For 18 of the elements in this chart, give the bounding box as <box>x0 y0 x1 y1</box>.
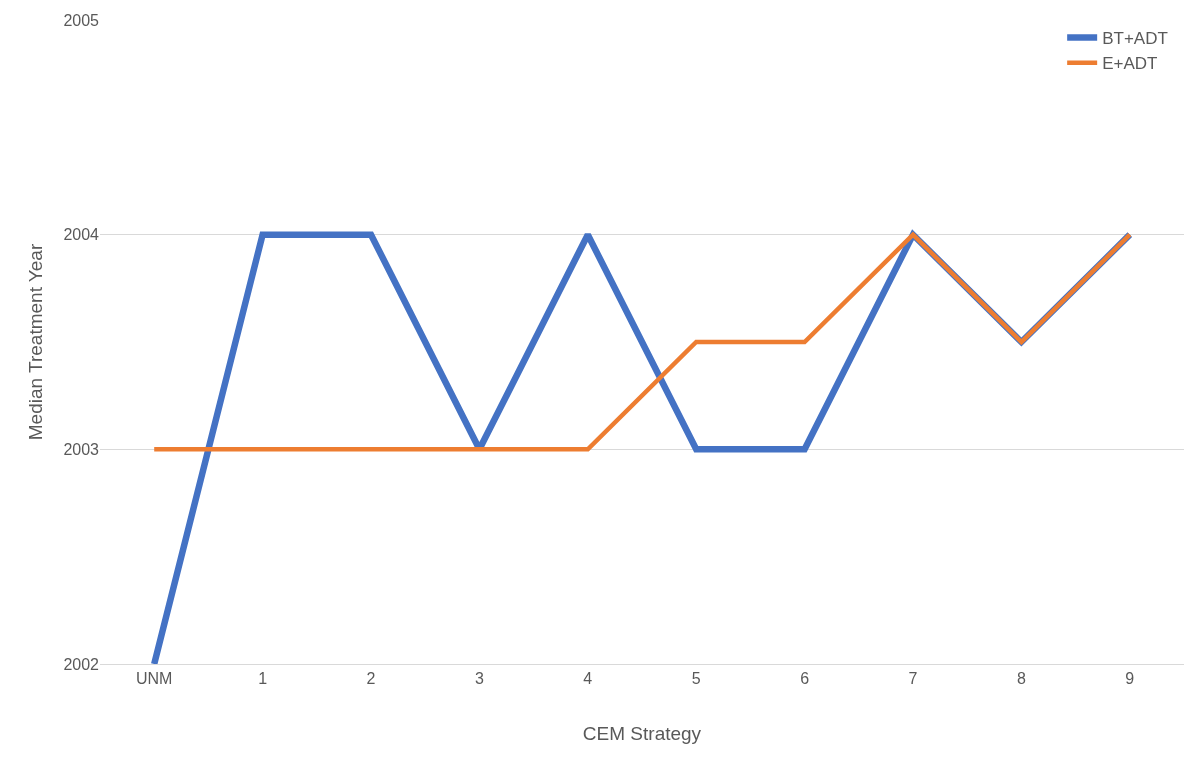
y-axis-title: Median Treatment Year <box>25 243 47 441</box>
x-tick-label: 6 <box>800 670 810 688</box>
x-tick-label: 1 <box>258 670 268 688</box>
y-tick-label: 2005 <box>63 11 100 29</box>
x-axis-title: CEM Strategy <box>582 723 702 744</box>
y-tick-label: 2004 <box>63 226 100 244</box>
legend-label: BT+ADT <box>1102 29 1168 49</box>
x-tick-label: 8 <box>1016 670 1026 688</box>
y-tick-label: 2002 <box>63 655 100 673</box>
x-tick-label: 2 <box>366 670 376 688</box>
legend-label: E+ADT <box>1102 54 1158 74</box>
x-tick-label: 5 <box>691 670 701 688</box>
x-tick-label: UNM <box>135 670 173 688</box>
x-tick-label: 9 <box>1125 670 1135 688</box>
x-tick-label: 3 <box>474 670 484 688</box>
y-tick-label: 2003 <box>63 440 100 458</box>
x-tick-label: 4 <box>583 670 593 688</box>
x-tick-label: 7 <box>908 670 918 688</box>
